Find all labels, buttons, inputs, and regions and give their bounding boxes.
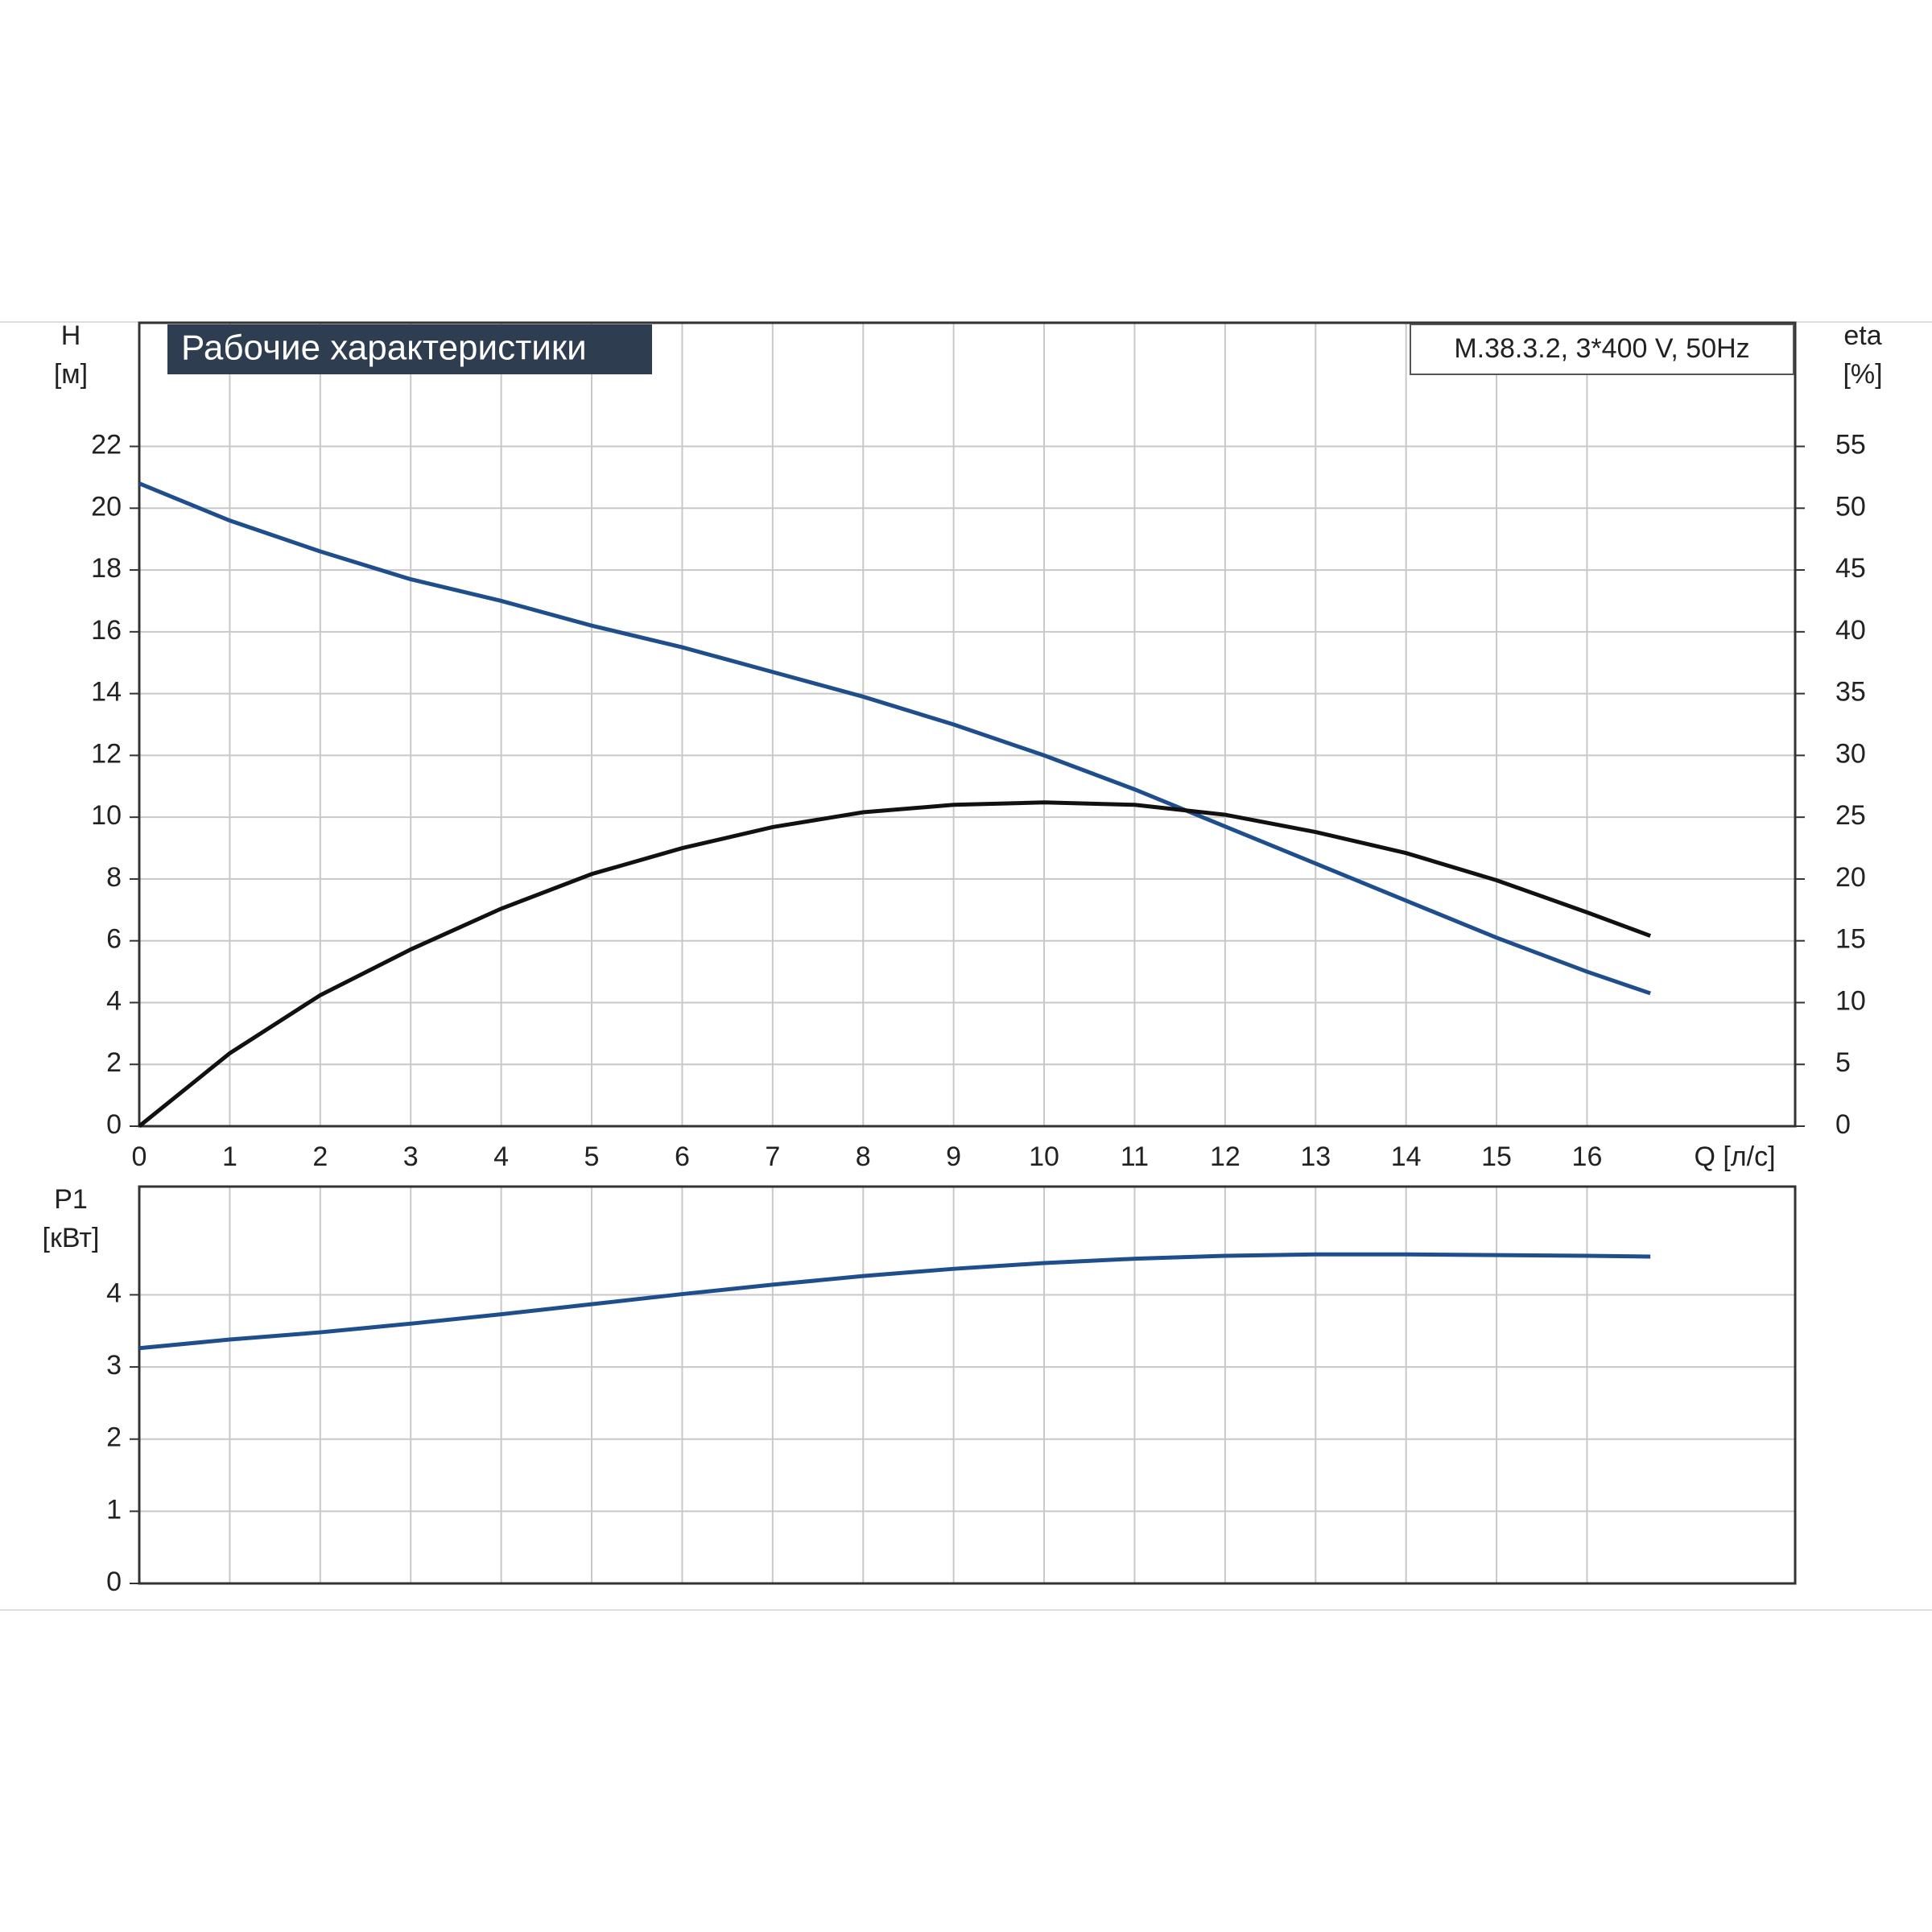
- y-tick-label: 4: [106, 1278, 122, 1308]
- y2-tick-label: 50: [1835, 491, 1866, 522]
- y-tick-label: 4: [106, 985, 122, 1016]
- y-tick-label: 12: [91, 738, 122, 769]
- y2-tick-label: 25: [1835, 800, 1866, 831]
- x-tick-label: 0: [132, 1141, 147, 1172]
- x-tick-label: 6: [675, 1141, 690, 1172]
- x-tick-label: 9: [946, 1141, 961, 1172]
- x-tick-label: 12: [1210, 1141, 1241, 1172]
- x-tick-label: 4: [493, 1141, 509, 1172]
- y2-tick-label: 15: [1835, 924, 1866, 955]
- y-tick-label: 14: [91, 677, 122, 708]
- x-label: Q [л/с]: [1694, 1141, 1775, 1172]
- x-tick-label: 8: [856, 1141, 871, 1172]
- y2-tick-label: 40: [1835, 615, 1866, 646]
- x-tick-label: 15: [1481, 1141, 1512, 1172]
- y-tick-label: 16: [91, 615, 122, 646]
- plot-frame: [138, 321, 1797, 1128]
- x-tick-label: 11: [1121, 1141, 1149, 1172]
- x-tick-label: 16: [1572, 1141, 1603, 1172]
- x-tick-label: 3: [403, 1141, 419, 1172]
- x-tick-label: 7: [765, 1141, 780, 1172]
- y-tick-label: 6: [106, 924, 122, 955]
- y2-label: eta: [1843, 320, 1881, 351]
- y-tick-label: 18: [91, 553, 122, 584]
- y-tick-label: 10: [91, 800, 122, 831]
- y2-tick-label: 20: [1835, 862, 1866, 893]
- series-line: [138, 800, 1652, 1128]
- y-tick-label: 20: [91, 491, 122, 522]
- y-unit: [кВт]: [43, 1223, 100, 1253]
- series-line: [138, 481, 1651, 996]
- series-line: [138, 1252, 1651, 1351]
- y2-tick-label: 35: [1835, 677, 1866, 708]
- plot-frame: [138, 1185, 1797, 1585]
- y2-tick-label: 55: [1835, 430, 1866, 460]
- x-tick-label: 13: [1300, 1141, 1331, 1172]
- y-tick-label: 1: [106, 1494, 122, 1525]
- annotation-box: [1410, 324, 1794, 375]
- y2-tick-label: 0: [1835, 1109, 1851, 1140]
- x-tick-label: 1: [222, 1141, 237, 1172]
- chart-title: Рабочие характеристики: [181, 328, 587, 368]
- y-tick-label: 0: [106, 1567, 122, 1597]
- x-tick-label: 10: [1029, 1141, 1059, 1172]
- y-tick-label: 0: [106, 1109, 122, 1140]
- y2-tick-label: 5: [1835, 1047, 1851, 1078]
- y-tick-label: 2: [106, 1047, 122, 1078]
- x-tick-label: 5: [584, 1141, 600, 1172]
- y-unit: [м]: [54, 359, 88, 390]
- y-tick-label: 2: [106, 1422, 122, 1453]
- y-tick-label: 22: [91, 430, 122, 460]
- y-tick-label: 8: [106, 862, 122, 893]
- y2-tick-label: 45: [1835, 553, 1866, 584]
- y2-tick-label: 30: [1835, 738, 1866, 769]
- title-box: [167, 324, 652, 374]
- x-tick-label: 2: [312, 1141, 328, 1172]
- y-label: H: [61, 320, 81, 351]
- x-tick-label: 14: [1391, 1141, 1422, 1172]
- y2-unit: [%]: [1843, 359, 1882, 390]
- y-label: P1: [54, 1184, 88, 1215]
- y-tick-label: 3: [106, 1350, 122, 1381]
- annotation: M.38.3.2, 3*400 V, 50Hz: [1454, 333, 1749, 364]
- y2-tick-label: 10: [1835, 985, 1866, 1016]
